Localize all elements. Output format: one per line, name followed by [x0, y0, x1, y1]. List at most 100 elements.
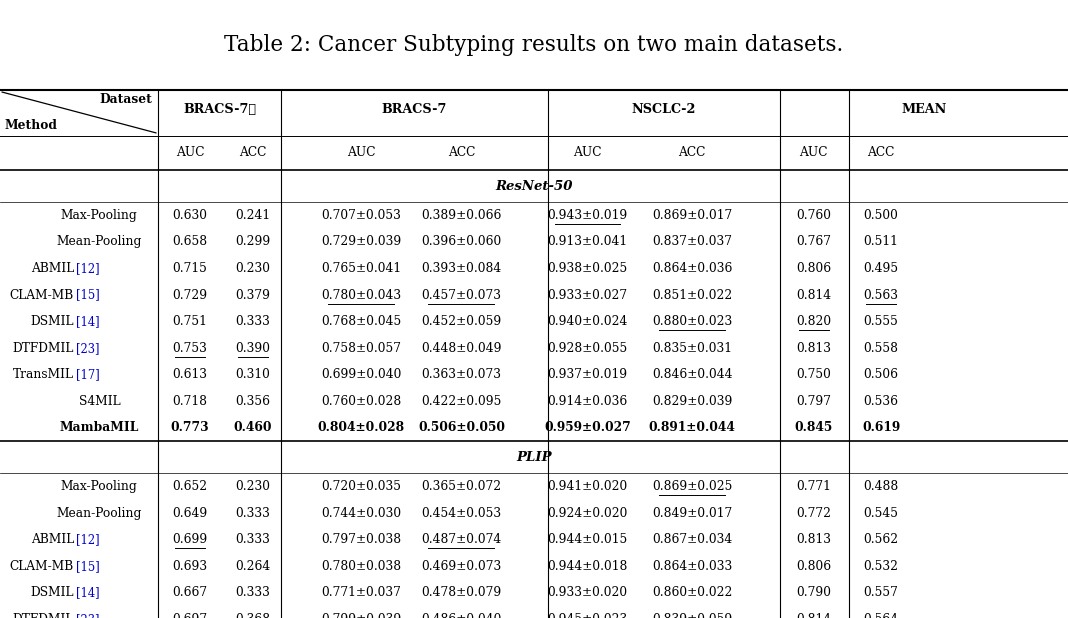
Text: [12]: [12]	[76, 262, 99, 275]
Text: 0.913±0.041: 0.913±0.041	[547, 235, 628, 248]
Text: [23]: [23]	[76, 613, 99, 618]
Text: 0.760±0.028: 0.760±0.028	[320, 395, 402, 408]
Text: BRACS-7★: BRACS-7★	[183, 103, 256, 116]
Text: 0.744±0.030: 0.744±0.030	[320, 507, 402, 520]
Text: 0.851±0.022: 0.851±0.022	[651, 289, 733, 302]
Text: ABMIL: ABMIL	[31, 262, 74, 275]
Text: 0.630: 0.630	[173, 209, 207, 222]
Text: 0.230: 0.230	[236, 262, 270, 275]
Text: 0.558: 0.558	[864, 342, 898, 355]
Text: CLAM-MB: CLAM-MB	[10, 560, 74, 573]
Text: 0.363±0.073: 0.363±0.073	[422, 368, 501, 381]
Text: DSMIL: DSMIL	[30, 586, 74, 599]
Text: 0.829±0.039: 0.829±0.039	[651, 395, 733, 408]
Text: 0.652: 0.652	[173, 480, 207, 493]
Text: [12]: [12]	[76, 533, 99, 546]
Text: DTFDMIL: DTFDMIL	[13, 613, 74, 618]
Text: 0.869±0.017: 0.869±0.017	[651, 209, 733, 222]
Text: NSCLC-2: NSCLC-2	[631, 103, 696, 116]
Text: [15]: [15]	[76, 560, 99, 573]
Text: 0.846±0.044: 0.846±0.044	[651, 368, 733, 381]
Text: 0.937±0.019: 0.937±0.019	[547, 368, 628, 381]
Text: 0.452±0.059: 0.452±0.059	[421, 315, 502, 328]
Text: 0.945±0.023: 0.945±0.023	[547, 613, 628, 618]
Text: 0.422±0.095: 0.422±0.095	[421, 395, 502, 408]
Text: 0.933±0.020: 0.933±0.020	[547, 586, 628, 599]
Text: 0.891±0.044: 0.891±0.044	[648, 421, 736, 434]
Text: AUC: AUC	[800, 146, 828, 159]
Text: PLIP: PLIP	[516, 451, 552, 464]
Text: 0.454±0.053: 0.454±0.053	[421, 507, 502, 520]
Text: 0.718: 0.718	[173, 395, 207, 408]
Text: 0.814: 0.814	[797, 613, 831, 618]
Text: 0.699±0.040: 0.699±0.040	[320, 368, 402, 381]
Text: 0.944±0.015: 0.944±0.015	[547, 533, 628, 546]
Text: 0.460: 0.460	[234, 421, 272, 434]
Text: 0.333: 0.333	[236, 586, 270, 599]
Text: 0.845: 0.845	[795, 421, 833, 434]
Text: 0.780±0.038: 0.780±0.038	[320, 560, 402, 573]
Text: 0.869±0.025: 0.869±0.025	[651, 480, 733, 493]
Text: 0.933±0.027: 0.933±0.027	[547, 289, 628, 302]
Text: 0.799±0.039: 0.799±0.039	[320, 613, 402, 618]
Text: 0.864±0.033: 0.864±0.033	[651, 560, 733, 573]
Text: ResNet-50: ResNet-50	[496, 179, 572, 193]
Text: 0.820: 0.820	[797, 315, 831, 328]
Text: 0.813: 0.813	[797, 533, 831, 546]
Text: CLAM-MB: CLAM-MB	[10, 289, 74, 302]
Text: 0.532: 0.532	[864, 560, 898, 573]
Text: 0.729: 0.729	[173, 289, 207, 302]
Text: 0.813: 0.813	[797, 342, 831, 355]
Text: 0.941±0.020: 0.941±0.020	[547, 480, 628, 493]
Text: 0.797±0.038: 0.797±0.038	[320, 533, 402, 546]
Text: 0.557: 0.557	[864, 586, 898, 599]
Text: ACC: ACC	[678, 146, 706, 159]
Text: 0.500: 0.500	[864, 209, 898, 222]
Text: 0.880±0.023: 0.880±0.023	[651, 315, 733, 328]
Text: MambaMIL: MambaMIL	[60, 421, 139, 434]
Text: 0.333: 0.333	[236, 507, 270, 520]
Text: 0.488: 0.488	[863, 480, 899, 493]
Text: Max-Pooling: Max-Pooling	[61, 480, 138, 493]
Text: 0.837±0.037: 0.837±0.037	[653, 235, 732, 248]
Text: 0.928±0.055: 0.928±0.055	[547, 342, 628, 355]
Text: 0.390: 0.390	[236, 342, 270, 355]
Text: 0.693: 0.693	[173, 560, 207, 573]
Text: 0.771±0.037: 0.771±0.037	[321, 586, 400, 599]
Text: 0.333: 0.333	[236, 533, 270, 546]
Text: 0.914±0.036: 0.914±0.036	[547, 395, 628, 408]
Text: MEAN: MEAN	[901, 103, 946, 116]
Text: 0.849±0.017: 0.849±0.017	[651, 507, 733, 520]
Text: 0.940±0.024: 0.940±0.024	[547, 315, 628, 328]
Text: 0.619: 0.619	[862, 421, 900, 434]
Text: 0.790: 0.790	[797, 586, 831, 599]
Text: 0.699: 0.699	[172, 533, 208, 546]
Text: 0.230: 0.230	[236, 480, 270, 493]
Text: 0.365±0.072: 0.365±0.072	[421, 480, 502, 493]
Text: 0.448±0.049: 0.448±0.049	[421, 342, 502, 355]
Text: S4MIL: S4MIL	[79, 395, 120, 408]
Text: 0.772: 0.772	[797, 507, 831, 520]
Text: Method: Method	[4, 119, 58, 132]
Text: 0.804±0.028: 0.804±0.028	[317, 421, 405, 434]
Text: Mean-Pooling: Mean-Pooling	[57, 507, 142, 520]
Text: [15]: [15]	[76, 289, 99, 302]
Text: 0.860±0.022: 0.860±0.022	[651, 586, 733, 599]
Text: BRACS-7: BRACS-7	[381, 103, 447, 116]
Text: 0.562: 0.562	[864, 533, 898, 546]
Text: DSMIL: DSMIL	[30, 315, 74, 328]
Text: 0.768±0.045: 0.768±0.045	[320, 315, 402, 328]
Text: 0.835±0.031: 0.835±0.031	[653, 342, 732, 355]
Text: ACC: ACC	[447, 146, 475, 159]
Text: 0.613: 0.613	[173, 368, 207, 381]
Text: 0.564: 0.564	[864, 613, 898, 618]
Text: 0.495: 0.495	[864, 262, 898, 275]
Text: 0.469±0.073: 0.469±0.073	[421, 560, 502, 573]
Text: Table 2: Cancer Subtyping results on two main datasets.: Table 2: Cancer Subtyping results on two…	[224, 34, 844, 56]
Text: Dataset: Dataset	[99, 93, 153, 106]
Text: 0.758±0.057: 0.758±0.057	[321, 342, 400, 355]
Text: 0.478±0.079: 0.478±0.079	[421, 586, 502, 599]
Text: 0.867±0.034: 0.867±0.034	[651, 533, 733, 546]
Text: ACC: ACC	[239, 146, 267, 159]
Text: 0.457±0.073: 0.457±0.073	[422, 289, 501, 302]
